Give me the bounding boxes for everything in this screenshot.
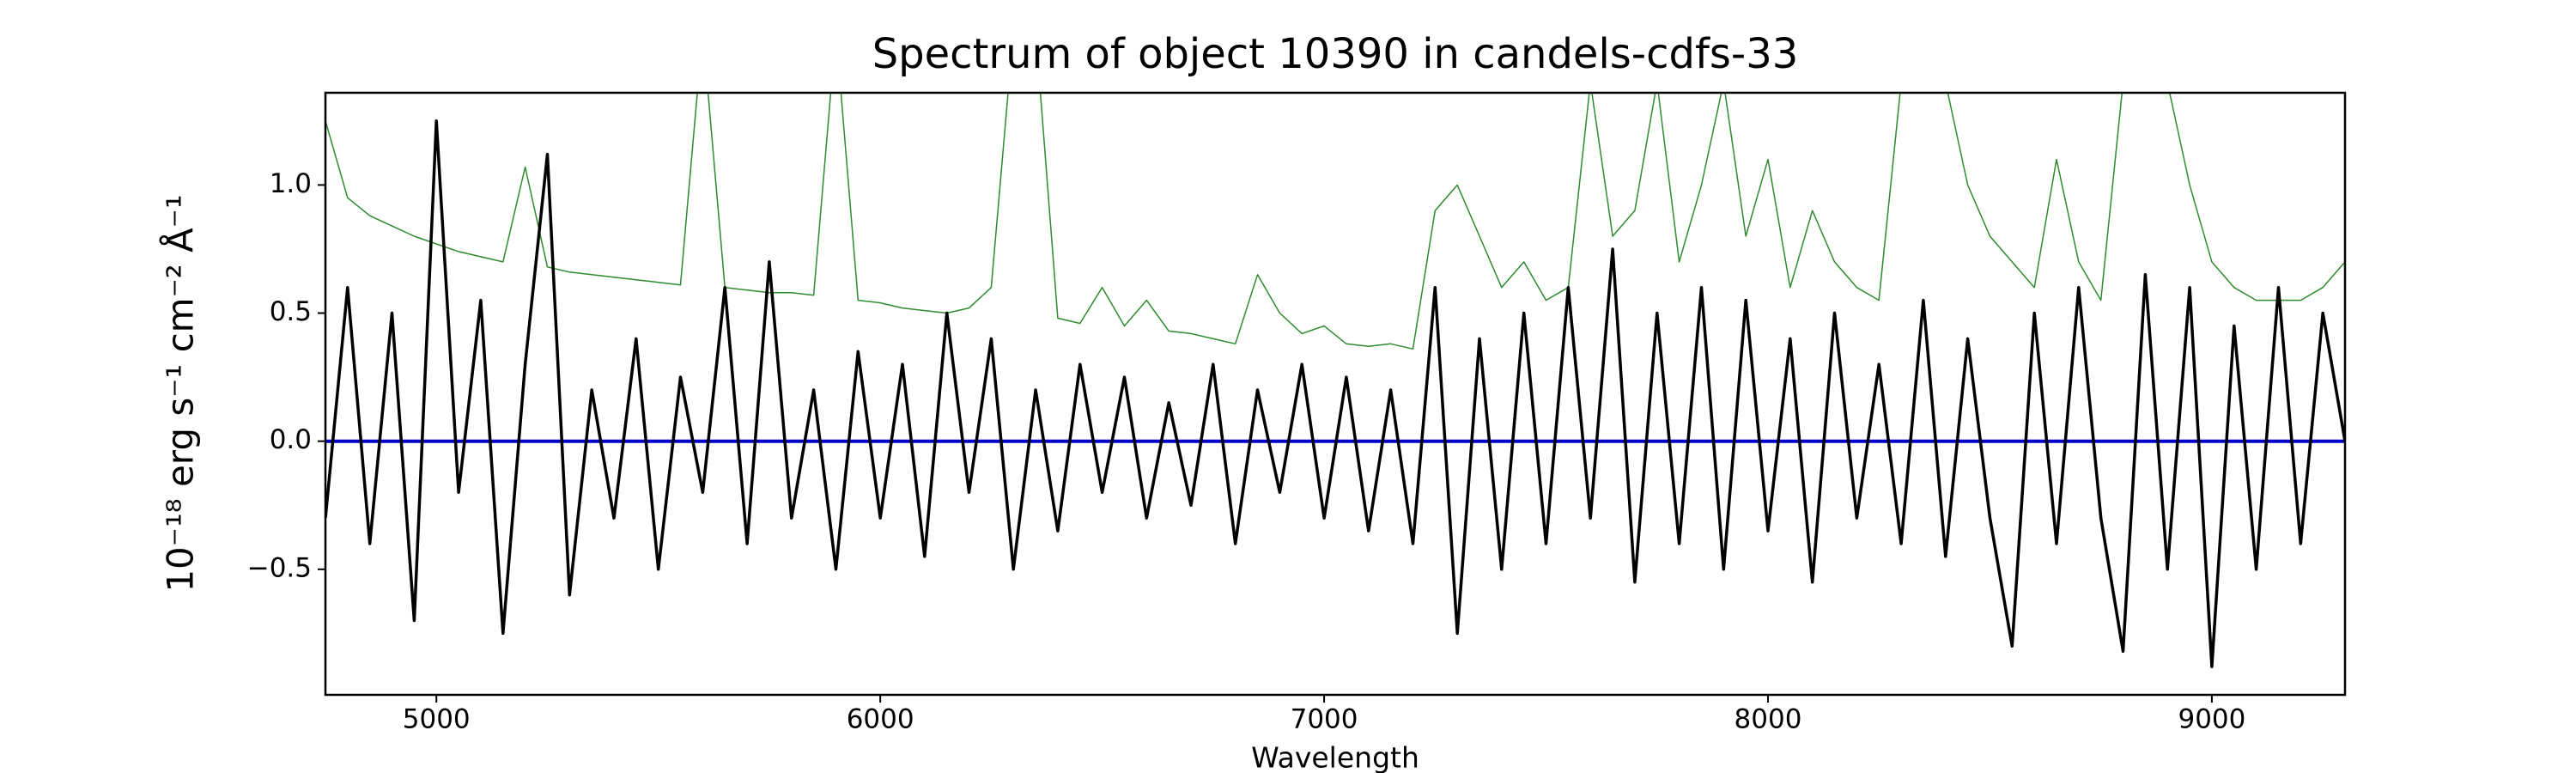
spectrum-line xyxy=(325,119,2345,668)
plot-area xyxy=(325,93,2345,668)
x-tick-label: 5000 xyxy=(403,704,471,735)
y-axis-label: 10⁻¹⁸ erg s⁻¹ cm⁻² Å⁻¹ xyxy=(159,194,202,592)
y-tick-label: 0.0 xyxy=(270,424,312,455)
chart-title: Spectrum of object 10390 in candels-cdfs… xyxy=(872,30,1799,78)
y-tick-label: −0.5 xyxy=(247,552,312,583)
axes-frame xyxy=(324,91,2347,697)
x-tick-label: 8000 xyxy=(1735,704,1802,735)
x-tick-label: 9000 xyxy=(2178,704,2245,735)
x-tick-label: 6000 xyxy=(847,704,914,735)
x-axis-label: Wavelength xyxy=(1251,741,1419,773)
y-tick-label: 0.5 xyxy=(270,296,312,327)
x-tick-label: 7000 xyxy=(1291,704,1358,735)
spectrum-line xyxy=(325,93,2345,350)
y-tick-label: 1.0 xyxy=(270,168,312,199)
